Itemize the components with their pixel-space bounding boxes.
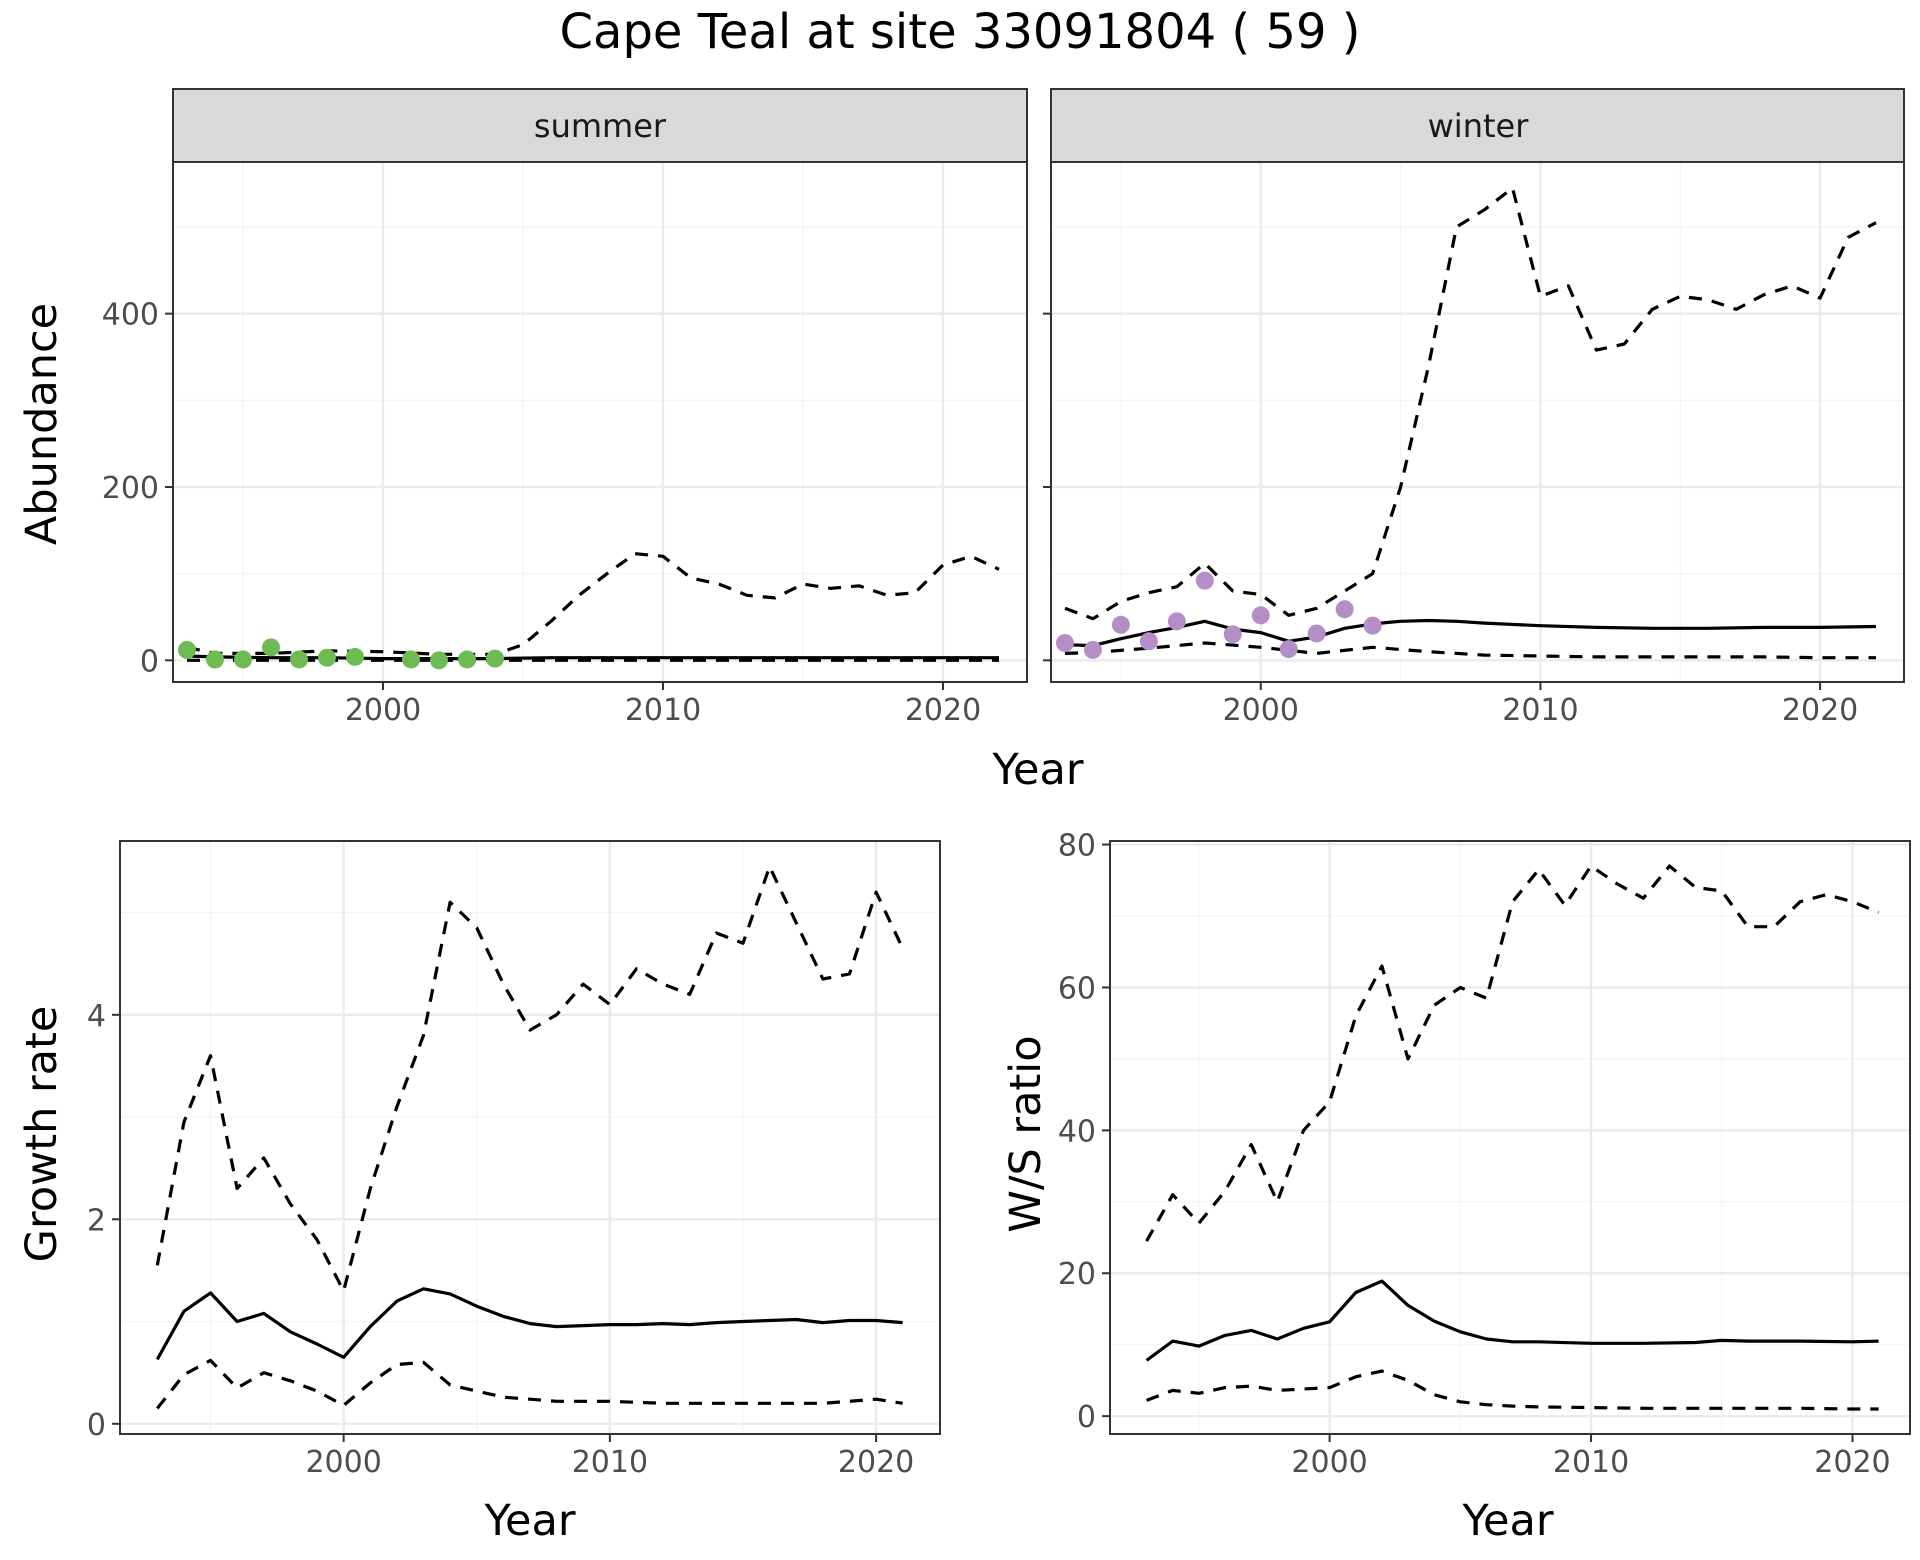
summer-x-tick-label: 2000 bbox=[345, 693, 421, 728]
ratio-x-axis-title: Year bbox=[1461, 1496, 1553, 1546]
summer-upper-bound-line bbox=[186, 552, 1000, 656]
summer-observed-point bbox=[262, 638, 280, 657]
ratio-y-tick-label: 40 bbox=[1058, 1114, 1096, 1149]
summer-observed-point bbox=[430, 651, 448, 670]
summer-plot-background bbox=[173, 162, 1027, 682]
summer-observed-point bbox=[290, 650, 308, 669]
summer-observed-point bbox=[206, 650, 224, 669]
ws-ratio-panel: 2000 2010 2020 0 20 40 60 80 bbox=[1058, 829, 1911, 1480]
growth-x-axis-title: Year bbox=[483, 1496, 575, 1546]
summer-observed-point bbox=[178, 640, 196, 659]
winter-observed-point bbox=[1195, 571, 1214, 590]
summer-strip-background bbox=[172, 88, 1028, 163]
ratio-y-tick-label: 20 bbox=[1058, 1257, 1096, 1292]
growth-x-tick-label: 2020 bbox=[838, 1445, 914, 1480]
winter-plot-background bbox=[1051, 162, 1904, 682]
winter-observed-point bbox=[1167, 612, 1186, 631]
winter-strip-background bbox=[1050, 88, 1905, 163]
winter-observed-point bbox=[1223, 625, 1242, 644]
winter-observed-point bbox=[1139, 632, 1158, 651]
ratio-y-axis-title: W/S ratio bbox=[1001, 1035, 1051, 1232]
growth-upper-bound-line bbox=[155, 865, 905, 1293]
winter-x-tick-label: 2000 bbox=[1223, 693, 1299, 728]
winter-observed-point bbox=[1279, 640, 1298, 659]
growth-estimate-line bbox=[155, 1287, 903, 1361]
ratio-x-tick-label: 2010 bbox=[1553, 1445, 1629, 1480]
growth-y-tick-label: 4 bbox=[87, 999, 106, 1034]
growth-x-tick-label: 2000 bbox=[305, 1445, 381, 1480]
summer-observed-point bbox=[346, 647, 364, 666]
winter-observed-point bbox=[1363, 616, 1382, 635]
summer-x-tick-label: 2020 bbox=[905, 693, 981, 728]
growth-y-axis-title: Growth rate bbox=[17, 1006, 67, 1263]
growth-x-tick-label: 2010 bbox=[572, 1445, 648, 1480]
top-y-axis-title: Abundance bbox=[17, 303, 67, 545]
winter-strip-label: winter bbox=[1428, 107, 1530, 145]
ratio-x-tick-label: 2000 bbox=[1291, 1445, 1367, 1480]
winter-observed-point bbox=[1335, 600, 1354, 619]
growth-panel-border bbox=[119, 840, 941, 1435]
ratio-plot-background bbox=[1110, 841, 1910, 1434]
winter-observed-point bbox=[1251, 606, 1270, 625]
winter-x-tick-label: 2020 bbox=[1782, 693, 1858, 728]
winter-observed-point bbox=[1111, 615, 1130, 634]
ratio-x-tick-label: 2020 bbox=[1814, 1445, 1890, 1480]
winter-observed-point bbox=[1055, 634, 1074, 652]
summer-observed-point bbox=[318, 648, 336, 667]
growth-y-tick-label: 0 bbox=[87, 1408, 106, 1443]
ratio-panel-border bbox=[1109, 840, 1911, 1435]
summer-x-tick-label: 2010 bbox=[625, 693, 701, 728]
ratio-upper-bound-line bbox=[1145, 864, 1880, 1242]
growth-lower-bound-line bbox=[156, 1358, 903, 1410]
summer-observed-point bbox=[234, 650, 252, 669]
winter-observed-point bbox=[1083, 640, 1102, 659]
growth-y-tick-label: 2 bbox=[87, 1203, 106, 1238]
ratio-y-tick-label: 80 bbox=[1058, 829, 1096, 864]
summer-estimate-line bbox=[186, 654, 999, 661]
summer-observed-point bbox=[486, 649, 504, 668]
summer-y-tick-label: 0 bbox=[140, 644, 159, 679]
summer-observed-point bbox=[402, 650, 420, 669]
summer-y-tick-label: 400 bbox=[102, 298, 159, 333]
figure-title: Cape Teal at site 33091804 ( 59 ) bbox=[560, 4, 1361, 60]
summer-panel-border bbox=[172, 161, 1028, 683]
ratio-y-tick-label: 60 bbox=[1058, 971, 1096, 1006]
summer-observed-point bbox=[458, 650, 476, 669]
winter-panel: winter 2000 2010 2020 bbox=[1043, 88, 1905, 728]
growth-plot-background bbox=[120, 841, 940, 1434]
winter-panel-border bbox=[1050, 161, 1905, 683]
winter-lower-bound-line bbox=[1064, 641, 1876, 660]
winter-upper-bound-line bbox=[1064, 186, 1877, 621]
ratio-estimate-line bbox=[1145, 1279, 1879, 1362]
summer-y-tick-label: 200 bbox=[102, 471, 159, 506]
summer-strip-label: summer bbox=[534, 107, 667, 145]
summer-panel: summer 2000 2010 2020 0 200 400 bbox=[102, 88, 1028, 728]
top-x-axis-title: Year bbox=[991, 745, 1083, 795]
growth-rate-panel: 2000 2010 2020 0 2 4 bbox=[87, 840, 941, 1480]
winter-observed-point bbox=[1307, 624, 1326, 643]
ratio-lower-bound-line bbox=[1146, 1369, 1879, 1411]
ratio-y-tick-label: 0 bbox=[1077, 1400, 1096, 1435]
winter-x-tick-label: 2010 bbox=[1502, 693, 1578, 728]
